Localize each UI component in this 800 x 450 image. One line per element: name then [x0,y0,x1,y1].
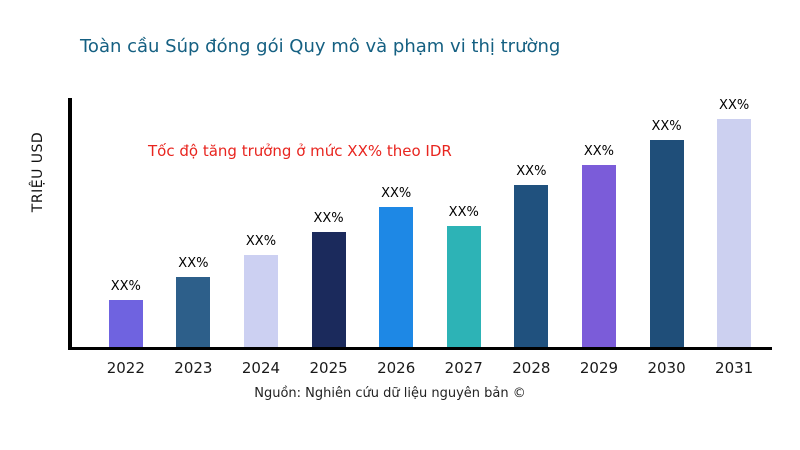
bar-value-label-2025: XX% [313,211,344,226]
bars-group: XX% 2022 XX% 2023 XX% 2024 XX% 2025 XX% 2026 XX% 20… [92,98,768,377]
bar-2029 [581,165,616,347]
x-tick-2023: 2023 [174,359,213,377]
chart-title: Toàn cầu Súp đóng gói Quy mô và phạm vi … [80,36,561,57]
bar-2030 [649,140,684,347]
bar-2031 [717,119,752,347]
x-tick-2024: 2024 [241,359,281,377]
y-axis-label: TRIỆU USD [30,131,46,213]
bar-group-2022: XX% 2022 [92,98,160,377]
bar-group-2031: XX% 2031 [700,98,768,377]
bar-2026 [379,207,414,347]
x-tick-2027: 2027 [444,359,483,377]
bar-group-2024: XX% 2024 [227,98,295,377]
x-tick-2025: 2025 [309,359,348,377]
x-tick-2026: 2026 [377,359,416,377]
x-tick-2031: 2031 [715,359,754,377]
plot-area: XX% 2022 XX% 2023 XX% 2024 XX% 2025 XX% 2026 XX% 20… [68,98,772,377]
bar-value-label-2030: XX% [651,119,682,134]
bar-group-2027: XX% 2027 [430,98,498,377]
x-tick-2029: 2029 [579,359,619,377]
bar-2024 [243,255,278,347]
bar-value-label-2024: XX% [245,234,277,249]
bar-group-2029: XX% 2029 [565,98,633,377]
bar-value-label-2028: XX% [516,164,547,179]
bar-group-2023: XX% 2023 [160,98,228,377]
bar-2028 [514,185,549,347]
bar-value-label-2022: XX% [110,279,141,294]
x-tick-2022: 2022 [106,359,145,377]
bar-value-label-2026: XX% [381,186,412,201]
bar-group-2030: XX% 2030 [633,98,701,377]
bar-value-label-2031: XX% [719,98,750,113]
bar-2027 [446,226,481,347]
bar-group-2026: XX% 2026 [362,98,430,377]
bar-value-label-2023: XX% [178,256,209,271]
y-axis-line [68,98,72,350]
bar-group-2028: XX% 2028 [498,98,566,377]
x-tick-2028: 2028 [512,359,551,377]
bar-2025 [311,232,346,347]
bar-value-label-2029: XX% [583,144,615,159]
growth-rate-annotation: Tốc độ tăng trưởng ở mức XX% theo IDR [148,142,452,160]
bar-value-label-2027: XX% [448,205,479,220]
source-caption: Nguồn: Nghiên cứu dữ liệu nguyên bản © [254,386,526,401]
x-axis-line [68,347,772,350]
x-tick-2030: 2030 [647,359,686,377]
bar-group-2025: XX% 2025 [295,98,363,377]
bar-2023 [176,277,211,347]
bar-2022 [108,300,143,347]
